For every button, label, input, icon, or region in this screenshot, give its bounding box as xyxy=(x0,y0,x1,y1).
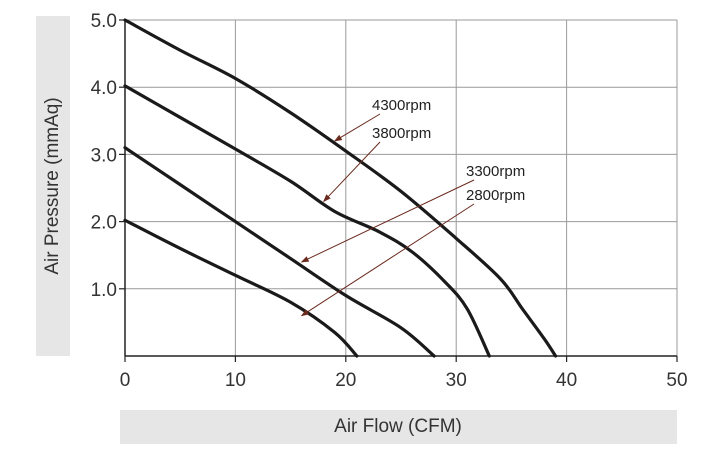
annotation-arrow xyxy=(323,141,381,203)
x-tick-label: 40 xyxy=(556,370,577,391)
annotation-label: 2800rpm xyxy=(466,187,525,204)
annotation-arrow xyxy=(333,113,381,142)
x-tick-label: 10 xyxy=(225,370,246,391)
x-tick-label: 50 xyxy=(666,370,687,391)
series-curves xyxy=(123,18,558,358)
series-line-3300rpm xyxy=(123,146,436,358)
y-axis-label-band xyxy=(36,16,70,356)
x-tick-label: 30 xyxy=(446,370,467,391)
y-tick-label: 1.0 xyxy=(91,280,117,301)
annotation-arrow xyxy=(300,203,475,317)
annotation-arrow xyxy=(300,179,475,263)
y-tick-label: 4.0 xyxy=(91,78,117,99)
x-axis-label: Air Flow (CFM) xyxy=(334,416,462,437)
annotation-label: 3300rpm xyxy=(466,163,525,180)
grid xyxy=(125,19,678,356)
y-tick-label: 3.0 xyxy=(91,145,117,166)
x-tick-label: 20 xyxy=(335,370,356,391)
annotation-label: 4300rpm xyxy=(372,97,431,114)
y-tick-label: 5.0 xyxy=(91,11,117,32)
x-axis-label-band xyxy=(120,410,677,444)
tick-labels: 0 10 20 30 40 50 1.0 2.0 3.0 4.0 5.0 xyxy=(91,11,688,391)
annotation-label: 3800rpm xyxy=(372,125,431,142)
series-line-2800rpm xyxy=(123,218,359,358)
x-tick-label: 0 xyxy=(120,370,131,391)
y-tick-label: 2.0 xyxy=(91,213,117,234)
series-line-4300rpm xyxy=(123,18,558,358)
rpm-annotations: 4300rpm 3800rpm 3300rpm 2800rpm xyxy=(300,97,525,317)
series-line-3800rpm xyxy=(123,84,491,358)
